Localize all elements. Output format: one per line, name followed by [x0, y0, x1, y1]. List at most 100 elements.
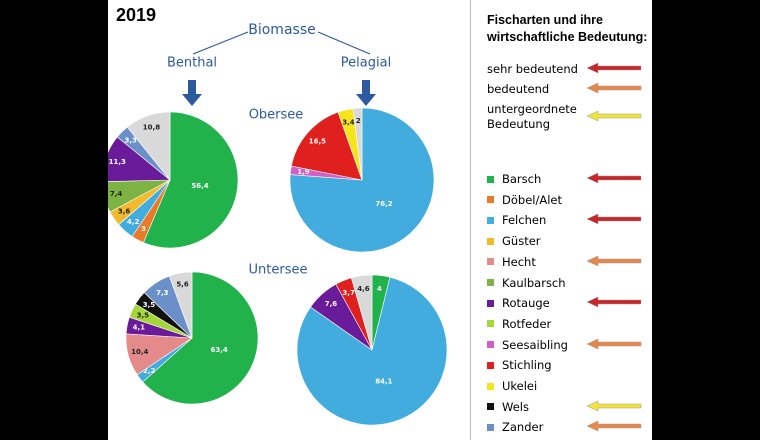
- legend-label: Rotfeder: [502, 316, 552, 331]
- arrow: [182, 80, 202, 106]
- arrow: [356, 80, 376, 106]
- legend-item: Zander: [487, 420, 647, 434]
- data-label: 3,6: [118, 208, 131, 216]
- data-label: 84,1: [375, 378, 392, 386]
- legend-label: Barsch: [502, 172, 542, 186]
- legend-item: Barsch: [487, 172, 647, 186]
- legend-swatch: [487, 361, 494, 369]
- label: Obersee: [249, 108, 304, 123]
- label: Benthal: [167, 56, 217, 71]
- legend-swatch: [487, 175, 494, 183]
- importance-arrow: [586, 214, 642, 225]
- data-label: 3: [141, 225, 146, 233]
- legend-swatch: [487, 320, 494, 328]
- legend-item: Güster: [487, 234, 647, 248]
- data-label: 7,3: [156, 289, 169, 297]
- data-label: 2,2: [143, 367, 156, 375]
- data-label: 4,6: [357, 285, 370, 293]
- label: Biomasse: [248, 22, 315, 38]
- legend-item: Rotauge: [487, 296, 647, 310]
- connector: [317, 31, 371, 55]
- arrow-shape: [586, 255, 642, 267]
- data-label: 11,3: [109, 158, 126, 166]
- legend-label: Ukelei: [502, 379, 538, 393]
- legend-item: Kaulbarsch: [487, 276, 647, 290]
- data-label: 7,4: [110, 190, 123, 198]
- importance-arrow: [586, 82, 642, 94]
- arrow-shape: [586, 421, 642, 432]
- arrow-shape: [586, 82, 642, 94]
- legend-label: Felchen: [502, 213, 547, 228]
- legend-label: Stichling: [502, 358, 552, 373]
- pie-slice: [126, 111, 171, 181]
- pie-slice: [108, 179, 171, 213]
- legend-swatch: [487, 216, 494, 224]
- level-label: bedeutend: [487, 82, 550, 96]
- figure: 2019 Biomasse Benthal Pelagial Obersee U…: [108, 0, 652, 440]
- data-label: 1,9: [297, 168, 310, 176]
- label: Untersee: [249, 263, 308, 278]
- legend-label: Wels: [502, 399, 529, 414]
- importance-arrow: [586, 400, 642, 412]
- legend-item: Rotfeder: [487, 317, 647, 331]
- data-label: 3,4: [342, 119, 355, 127]
- legend-swatch: [487, 382, 494, 390]
- pie-slice: [142, 271, 259, 405]
- legend-swatch: [487, 196, 494, 204]
- arrow-shape: [586, 296, 642, 308]
- legend-item: Seesaibling: [487, 338, 647, 352]
- data-label: 3,5: [143, 301, 156, 309]
- arrow-shape: [586, 110, 642, 122]
- legend-swatch: [487, 423, 494, 431]
- legend-item: Stichling: [487, 358, 647, 372]
- data-label: 76,2: [375, 200, 392, 208]
- importance-arrow: [586, 255, 642, 267]
- data-label: 10,8: [143, 123, 160, 131]
- data-label: 10,4: [131, 348, 148, 356]
- data-label: 63,4: [210, 346, 227, 354]
- legend-item: Döbel/Alet: [487, 193, 647, 207]
- level-label: untergeordnete Bedeutung: [487, 102, 577, 131]
- importance-arrow: [586, 421, 642, 432]
- legend-item: Hecht: [487, 255, 647, 269]
- importance-arrow: [586, 62, 642, 74]
- legend-label: Zander: [502, 420, 544, 435]
- data-label: 5,6: [176, 281, 189, 289]
- legend-label: Rotauge: [502, 296, 550, 311]
- data-label: 56,4: [191, 182, 208, 190]
- pie-slice: [291, 111, 363, 181]
- data-label: 4,2: [127, 218, 140, 226]
- arrow-shape: [586, 172, 642, 184]
- arrow-shape: [586, 214, 642, 225]
- arrow-shape: [586, 62, 642, 74]
- legend-swatch: [487, 279, 494, 286]
- pie-slice: [352, 107, 363, 181]
- pie-slice: [142, 111, 239, 249]
- legend-label: Seesaibling: [502, 337, 568, 352]
- data-label: 16,5: [309, 137, 326, 145]
- legend-item: Wels: [487, 400, 647, 414]
- data-label: 7,6: [325, 300, 338, 308]
- legend-swatch: [487, 403, 494, 411]
- importance-arrow: [586, 338, 642, 349]
- title: 2019: [116, 5, 156, 25]
- legend-swatch: [487, 341, 494, 349]
- level-label: sehr bedeutend: [487, 62, 578, 76]
- importance-arrow: [586, 172, 642, 184]
- legend: Fischarten und ihre wirtschaftliche Bede…: [470, 0, 653, 440]
- pie-slice: [351, 274, 373, 351]
- data-label: 4,1: [133, 324, 146, 332]
- pie-slice: [168, 271, 193, 339]
- legend-title: Fischarten und ihre wirtschaftliche Bede…: [487, 13, 648, 44]
- chart: 2019 Biomasse Benthal Pelagial Obersee U…: [108, 5, 448, 426]
- legend-item: Ukelei: [487, 379, 647, 393]
- legend-label: Döbel/Alet: [502, 192, 562, 207]
- arrow-shape: [586, 338, 642, 349]
- importance-arrow: [586, 296, 642, 308]
- legend-swatch: [487, 237, 494, 245]
- importance-arrow: [586, 110, 642, 122]
- data-label: 2: [356, 117, 361, 125]
- data-label: 3,5: [137, 311, 150, 319]
- legend-label: Kaulbarsch: [502, 275, 566, 290]
- legend-swatch: [487, 258, 494, 266]
